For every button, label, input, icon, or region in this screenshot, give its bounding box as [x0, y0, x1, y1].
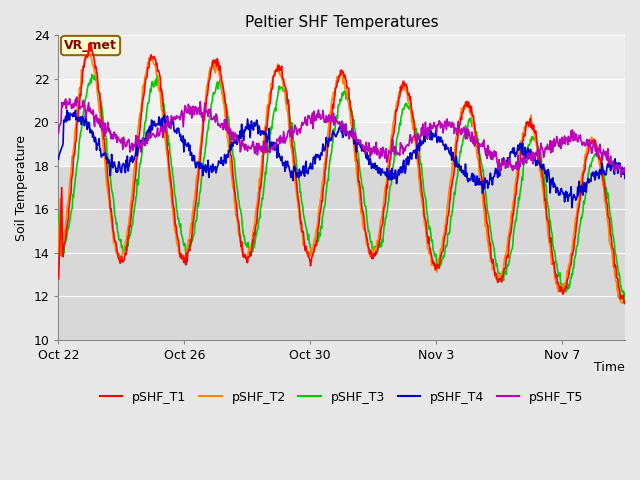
Text: Time: Time: [595, 361, 625, 374]
Title: Peltier SHF Temperatures: Peltier SHF Temperatures: [245, 15, 438, 30]
Legend: pSHF_T1, pSHF_T2, pSHF_T3, pSHF_T4, pSHF_T5: pSHF_T1, pSHF_T2, pSHF_T3, pSHF_T4, pSHF…: [95, 385, 589, 408]
Y-axis label: Soil Temperature: Soil Temperature: [15, 134, 28, 240]
Text: VR_met: VR_met: [64, 39, 117, 52]
Bar: [58, 36, 625, 166]
Bar: [58, 79, 625, 122]
